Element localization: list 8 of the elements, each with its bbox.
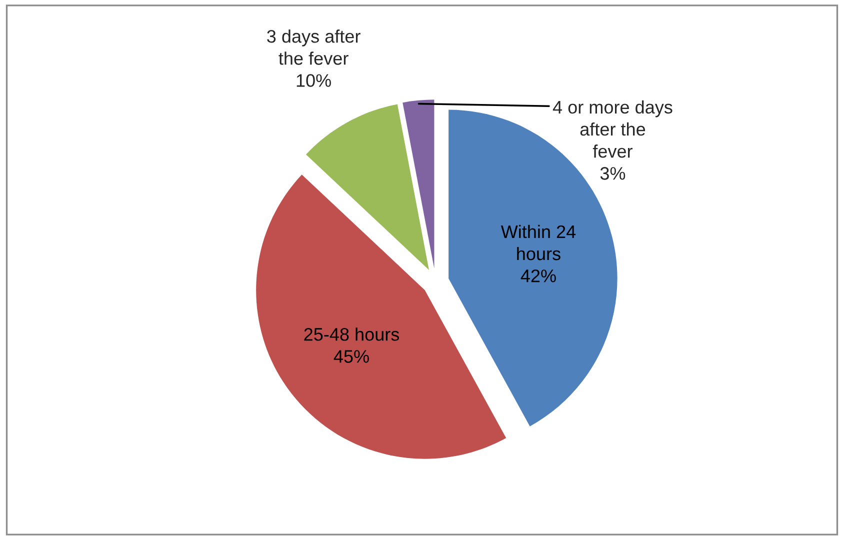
slice-label: 25-48 hours xyxy=(304,328,400,341)
data-label: 42% xyxy=(520,270,556,282)
data-label: 45% xyxy=(334,350,369,363)
slice-label: 4 or more days after the fever xyxy=(552,100,672,158)
slice-label: Within 24 hours xyxy=(500,224,576,260)
data-label: 10% xyxy=(296,74,331,87)
data-label: 3% xyxy=(600,167,626,180)
slice-label: 3 days after the fever xyxy=(267,30,360,65)
